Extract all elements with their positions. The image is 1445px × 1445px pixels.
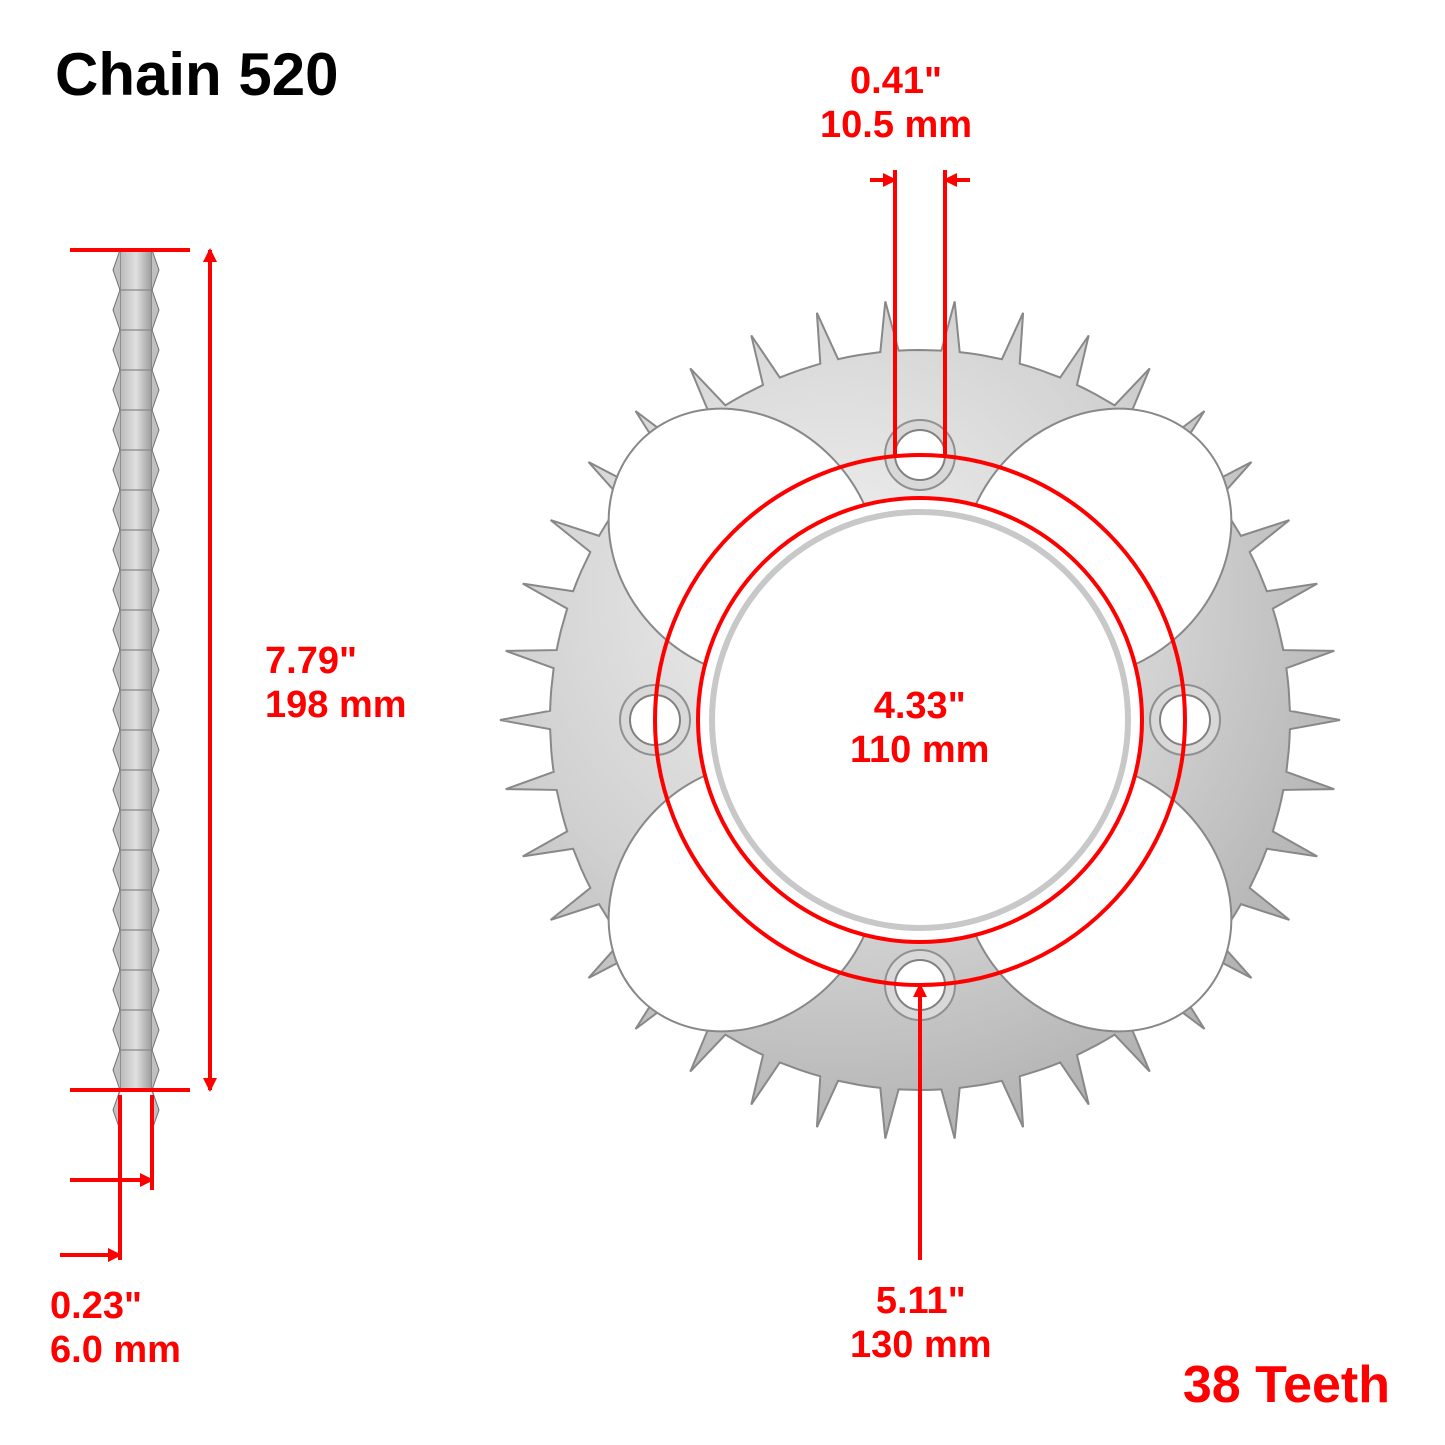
dim-center-bore: 4.33" 110 mm [850, 685, 989, 772]
dimension-lines [60, 170, 970, 1260]
side-view [113, 250, 159, 1130]
dim-diameter-imperial: 7.79" [265, 640, 357, 682]
dim-bolt-hole-imperial: 0.41" [850, 60, 942, 102]
dim-thickness-metric: 6.0 mm [50, 1329, 181, 1371]
dim-thickness-imperial: 0.23" [50, 1285, 142, 1327]
dim-diameter-metric: 198 mm [265, 684, 407, 726]
dim-center-bore-metric: 110 mm [850, 729, 989, 771]
dim-bolt-hole-metric: 10.5 mm [820, 104, 972, 146]
dim-center-bore-imperial: 4.33" [874, 685, 966, 727]
page-title: Chain 520 [55, 40, 338, 109]
diagram-svg [0, 0, 1445, 1445]
dim-bolt-hole: 0.41" 10.5 mm [820, 60, 972, 147]
dim-bolt-circle-imperial: 5.11" [876, 1280, 966, 1322]
dim-diameter: 7.79" 198 mm [265, 640, 407, 727]
dim-thickness: 0.23" 6.0 mm [50, 1285, 181, 1372]
dim-bolt-circle-metric: 130 mm [850, 1324, 992, 1366]
teeth-count-label: 38 Teeth [1183, 1355, 1390, 1415]
dim-bolt-circle: 5.11" 130 mm [850, 1280, 992, 1367]
